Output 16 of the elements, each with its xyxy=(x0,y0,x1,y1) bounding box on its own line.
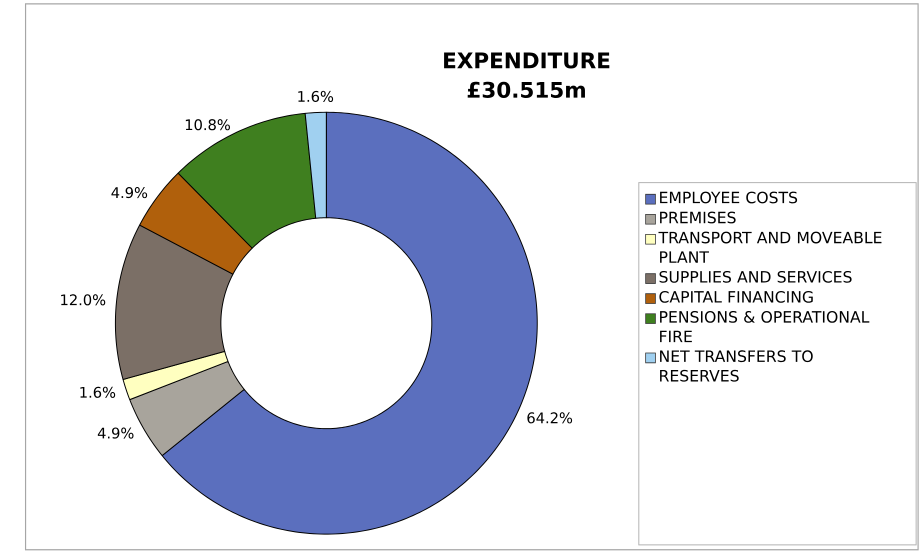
chart-subtitle: £30.515m xyxy=(468,82,585,98)
legend-label: TRANSPORT AND MOVEABLE PLANT xyxy=(658,232,882,263)
data-label: 4.9% xyxy=(98,428,134,439)
data-label: 1.6% xyxy=(298,91,334,102)
data-label: 12.0% xyxy=(61,294,106,306)
legend-label: CAPITAL FINANCING xyxy=(659,291,813,303)
data-label: 4.9% xyxy=(111,187,148,198)
legend-label: PREMISES xyxy=(660,212,736,224)
data-label: 1.6% xyxy=(80,386,116,398)
chart-title: EXPENDITURE xyxy=(444,52,610,69)
data-label: 10.8% xyxy=(186,119,230,130)
legend-label: PENSIONS & OPERATIONAL FIRE xyxy=(660,311,870,342)
legend-label: NET TRANSFERS TO RESERVES xyxy=(660,350,813,382)
legend-label: EMPLOYEE COSTS xyxy=(660,192,798,204)
data-label: 64.2% xyxy=(527,412,572,424)
legend-label: SUPPLIES AND SERVICES xyxy=(660,271,852,283)
